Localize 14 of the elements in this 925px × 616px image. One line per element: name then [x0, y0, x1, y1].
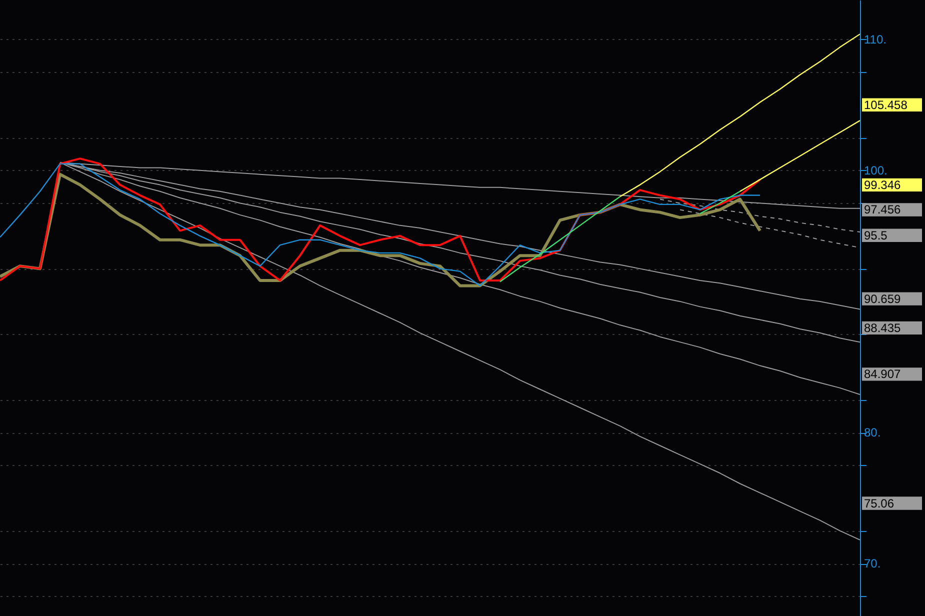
- text: 105.458: [864, 98, 908, 112]
- text: 88.435: [864, 320, 902, 335]
- text: 95.5: [864, 228, 888, 242]
- line-series: [739, 120, 860, 192]
- y-tick-label: 70.: [864, 556, 881, 571]
- text: 97.456: [864, 202, 902, 217]
- y-tick-label: 80.: [864, 426, 881, 440]
- y-tick-label: 100.: [864, 163, 888, 178]
- text: 99.346: [864, 178, 902, 192]
- text: 84.907: [864, 367, 902, 382]
- line-series: [619, 33, 860, 198]
- text: 90.659: [864, 292, 902, 306]
- text: 75.06: [864, 496, 894, 510]
- y-tick-label: 110.: [864, 32, 886, 46]
